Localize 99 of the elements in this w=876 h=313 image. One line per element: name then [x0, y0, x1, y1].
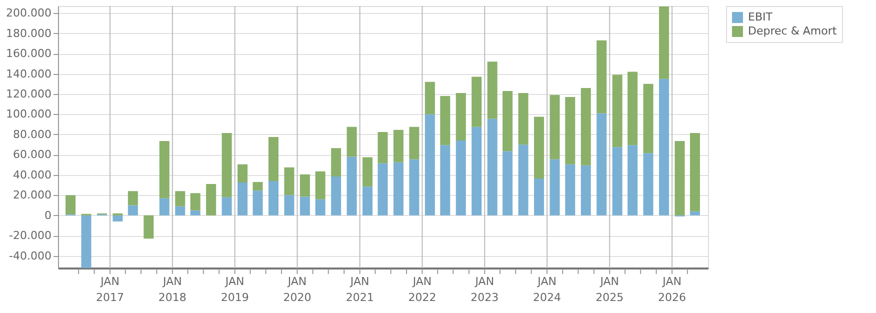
bar	[393, 162, 404, 216]
y-tick-label: 0	[44, 208, 52, 222]
bar	[456, 92, 466, 141]
bar	[534, 116, 544, 178]
bar	[550, 159, 560, 216]
y-tick-label: 40.000	[13, 168, 52, 182]
bar	[424, 82, 435, 114]
x-tick-label: JAN 2021	[346, 275, 374, 304]
bar	[518, 92, 528, 145]
x-tick-label: JAN 2020	[283, 275, 312, 304]
bar	[66, 195, 76, 214]
bar	[144, 215, 154, 239]
legend-label: EBIT	[748, 10, 773, 24]
bar	[378, 163, 388, 216]
bar	[268, 137, 278, 182]
bar	[565, 164, 576, 216]
x-tick-label: JAN 2019	[220, 275, 249, 304]
bar	[502, 151, 513, 216]
y-tick-label: -40.000	[9, 249, 52, 262]
bar	[362, 157, 373, 187]
bar	[659, 6, 670, 79]
bar	[424, 114, 435, 216]
bar	[690, 132, 700, 212]
y-tick-label: 160.000	[6, 47, 52, 60]
y-tick-label: 100.000	[6, 108, 52, 121]
legend-label: Deprec & Amort	[748, 24, 838, 38]
bar	[190, 193, 200, 210]
bar	[331, 148, 342, 176]
bar	[190, 210, 200, 216]
bar	[565, 97, 576, 164]
bar	[580, 165, 591, 216]
bar	[612, 74, 622, 148]
x-tick-label: JAN 2026	[658, 275, 686, 304]
y-tick-label: 140.000	[6, 67, 52, 80]
bar	[612, 147, 622, 216]
bar	[346, 156, 357, 216]
bar	[112, 215, 123, 222]
bar	[487, 118, 498, 216]
y-tick-label: 180.000	[6, 26, 52, 40]
bar	[206, 184, 216, 216]
bar	[128, 191, 138, 206]
bar	[346, 126, 357, 157]
bar	[487, 62, 498, 119]
bar	[518, 144, 528, 216]
bar	[596, 113, 607, 216]
x-tick-label: JAN 2025	[596, 275, 624, 304]
bar	[643, 153, 654, 216]
x-tick-label: JAN 2024	[533, 275, 562, 304]
bar	[128, 205, 138, 216]
bar	[550, 95, 560, 160]
bar	[362, 186, 373, 216]
bar	[409, 159, 420, 216]
bar	[315, 171, 326, 200]
y-tick-label: 80.000	[13, 128, 52, 141]
bar	[628, 145, 638, 216]
bar	[690, 211, 700, 216]
bar	[238, 164, 248, 183]
bar	[238, 182, 248, 216]
bar	[222, 132, 232, 198]
bar	[440, 145, 450, 216]
x-tick-label: JAN 2023	[470, 275, 499, 304]
x-tick-label: JAN 2022	[408, 275, 436, 304]
bar	[472, 126, 482, 216]
bar	[674, 141, 685, 216]
bar	[300, 174, 310, 197]
bar	[175, 206, 186, 216]
y-tick-label: 20.000	[13, 188, 52, 202]
bar	[284, 195, 294, 216]
bar	[315, 199, 326, 216]
bar	[252, 182, 263, 191]
bar	[659, 78, 670, 216]
bar	[502, 90, 513, 152]
bar	[378, 132, 388, 164]
bar	[409, 126, 420, 160]
y-tick-label: 60.000	[13, 148, 52, 162]
y-tick-label: 120.000	[6, 88, 52, 101]
bar	[159, 141, 170, 198]
bar	[440, 96, 450, 146]
bar	[456, 140, 466, 216]
bar	[393, 130, 404, 162]
bar	[534, 178, 544, 216]
bar	[643, 84, 654, 154]
bar	[81, 215, 92, 268]
bar	[268, 181, 278, 216]
bar	[331, 176, 342, 216]
bar	[252, 190, 263, 216]
x-tick-label: JAN 2017	[96, 275, 124, 304]
y-tick-label: 200.000	[6, 6, 52, 20]
bar	[472, 76, 482, 127]
bar	[284, 167, 294, 196]
bar	[175, 191, 186, 206]
bar	[628, 72, 638, 146]
x-tick-label: JAN 2018	[158, 275, 186, 304]
bar	[300, 196, 310, 216]
bar	[159, 198, 170, 216]
bar	[580, 88, 591, 166]
bar	[222, 197, 232, 216]
y-tick-label: -20.000	[9, 229, 52, 242]
bar	[596, 40, 607, 114]
